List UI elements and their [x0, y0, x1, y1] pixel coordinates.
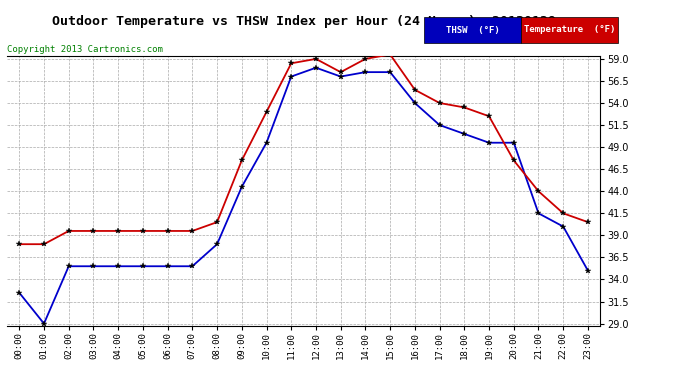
- Text: Temperature  (°F): Temperature (°F): [524, 26, 615, 34]
- Text: Outdoor Temperature vs THSW Index per Hour (24 Hours)  20130129: Outdoor Temperature vs THSW Index per Ho…: [52, 15, 555, 28]
- Text: THSW  (°F): THSW (°F): [446, 26, 500, 34]
- Text: Copyright 2013 Cartronics.com: Copyright 2013 Cartronics.com: [7, 45, 163, 54]
